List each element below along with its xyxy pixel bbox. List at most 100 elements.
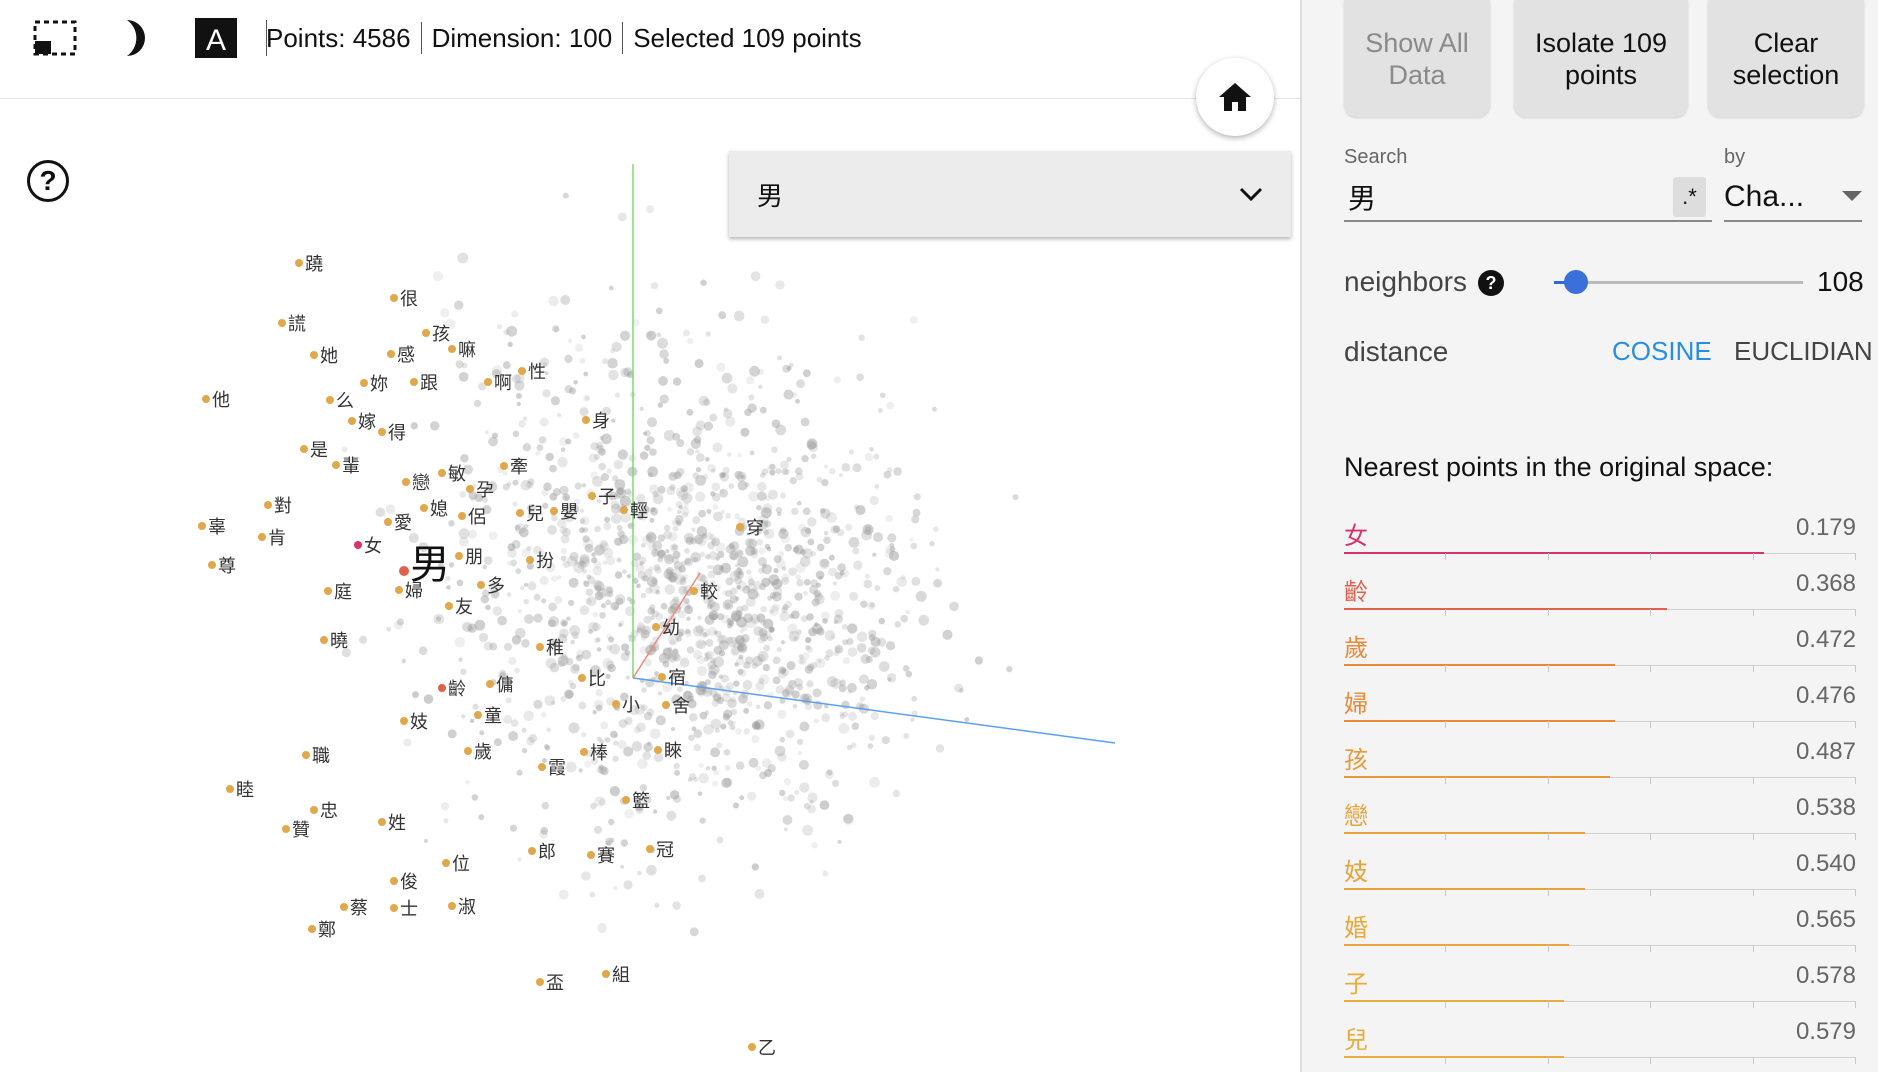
selected-point-marker[interactable] [587,851,595,859]
point-label[interactable]: 孕 [476,480,494,501]
point-label[interactable]: 睦 [236,780,254,801]
point-label[interactable]: 棒 [590,743,608,764]
show-all-data-button[interactable]: Show All Data [1344,0,1490,117]
selected-point-marker[interactable] [324,587,332,595]
point-label[interactable]: 位 [452,854,470,875]
selected-point-marker[interactable] [654,746,662,754]
point-label[interactable]: 冠 [656,840,674,861]
selected-point-marker[interactable] [310,351,318,359]
point-label[interactable]: 庭 [334,582,352,603]
selected-point-marker[interactable] [474,711,482,719]
selected-point-marker[interactable] [295,259,303,267]
selected-point-marker[interactable] [602,970,610,978]
selected-point-marker[interactable] [390,877,398,885]
label-by-dropdown[interactable]: 男 [729,151,1291,237]
selected-point-marker[interactable] [455,552,463,560]
selected-point-marker[interactable] [518,367,526,375]
point-label[interactable]: 俊 [400,872,418,893]
point-label[interactable]: 得 [388,423,406,444]
point-label[interactable]: 戀 [412,473,430,494]
point-label[interactable]: 舍 [672,696,690,717]
selected-point-marker[interactable] [198,522,206,530]
search-input[interactable] [1344,174,1712,222]
point-label[interactable]: 贊 [292,820,310,841]
point-label[interactable]: 婦 [405,581,423,602]
half-moon-icon[interactable] [112,18,158,58]
selected-point-marker[interactable] [302,751,310,759]
point-label[interactable]: 較 [700,582,718,603]
regex-toggle[interactable]: .* [1673,177,1706,217]
point-label[interactable]: 齡 [448,679,466,700]
selected-point-marker[interactable] [310,806,318,814]
point-label[interactable]: 他 [212,390,230,411]
point-label[interactable]: 身 [592,411,610,432]
selected-point-marker[interactable] [354,541,362,549]
point-label[interactable]: 朋 [465,547,483,568]
point-label[interactable]: 士 [400,899,418,920]
selected-point-marker[interactable] [378,428,386,436]
point-label[interactable]: 媳 [430,499,448,520]
neighbors-help-icon[interactable]: ? [1478,270,1504,296]
point-label[interactable]: 幼 [662,618,680,639]
selected-point-marker[interactable] [538,763,546,771]
selected-point-marker[interactable] [202,395,210,403]
selected-point-marker[interactable] [282,825,290,833]
point-label[interactable]: 忠 [320,801,338,822]
selected-point-marker[interactable] [400,717,408,725]
selected-point-marker[interactable] [550,507,558,515]
point-label[interactable]: 輩 [342,456,360,477]
selected-point-marker[interactable] [458,512,466,520]
point-label[interactable]: 睞 [664,741,682,762]
point-label[interactable]: 對 [274,496,292,517]
selected-point-marker[interactable] [258,533,266,541]
point-label[interactable]: 職 [312,746,330,767]
point-label[interactable]: 扮 [536,551,554,572]
point-label[interactable]: 嬰 [560,502,578,523]
point-label[interactable]: 宿 [668,668,686,689]
clear-selection-button[interactable]: Clear selection [1708,0,1864,117]
selected-point-marker[interactable] [360,379,368,387]
box-select-icon[interactable] [32,18,78,58]
point-label[interactable]: 牽 [510,457,528,478]
point-label[interactable]: 妓 [410,712,428,733]
nearest-point-row[interactable]: 子 0.578 [1344,956,1856,1012]
selected-point-marker[interactable] [484,378,492,386]
selected-point-marker[interactable] [736,523,744,531]
point-label[interactable]: 郎 [538,842,556,863]
selected-point-marker[interactable] [395,586,403,594]
point-label[interactable]: 籃 [632,791,650,812]
selected-point-marker[interactable] [422,329,430,337]
point-label[interactable]: 穿 [746,518,764,539]
point-label[interactable]: 啊 [494,373,512,394]
selected-point-marker[interactable] [448,345,456,353]
point-label[interactable]: 曉 [330,631,348,652]
nearest-point-row[interactable]: 歲 0.472 [1344,620,1856,676]
selected-point-marker[interactable] [402,478,410,486]
point-label[interactable]: 兒 [526,504,544,525]
selected-point-marker[interactable] [690,587,698,595]
selected-point-marker[interactable] [264,501,272,509]
point-label[interactable]: 小 [622,695,640,716]
selected-point-marker[interactable] [340,903,348,911]
isolate-points-button[interactable]: Isolate 109 points [1514,0,1688,117]
selected-point-marker[interactable] [582,416,590,424]
selected-point-marker[interactable] [646,845,654,853]
nearest-point-row[interactable]: 婦 0.476 [1344,676,1856,732]
selected-point-marker[interactable] [652,623,660,631]
selected-point-marker[interactable] [438,684,446,692]
selected-point-marker[interactable] [526,556,534,564]
point-label[interactable]: 淑 [458,897,476,918]
selected-point-marker[interactable] [516,509,524,517]
selected-point-marker[interactable] [300,445,308,453]
selected-point-marker[interactable] [399,566,409,576]
selected-point-marker[interactable] [420,504,428,512]
point-label[interactable]: 乙 [758,1038,776,1059]
selected-point-marker[interactable] [612,700,620,708]
selected-point-marker[interactable] [466,485,474,493]
point-label[interactable]: 組 [612,965,630,986]
cosine-distance-button[interactable]: COSINE [1612,336,1712,366]
selected-point-marker[interactable] [438,469,446,477]
point-label[interactable]: 侶 [468,507,486,528]
selected-point-marker[interactable] [662,701,670,709]
selected-point-marker[interactable] [384,518,392,526]
